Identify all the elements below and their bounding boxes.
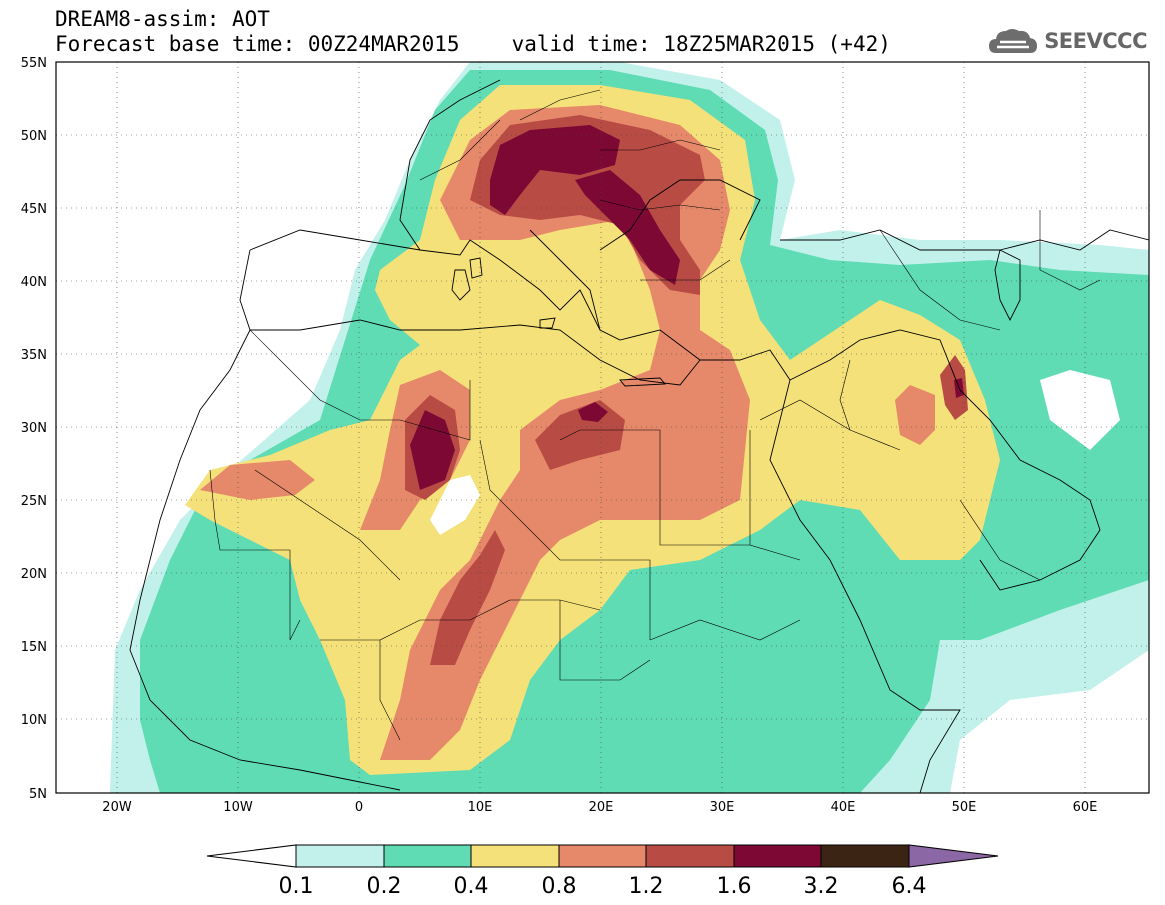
valid-time: valid time: 18Z25MAR2015 (+42) — [511, 32, 891, 56]
colorbar-label: 0.8 — [542, 874, 577, 899]
forecast-base-time: Forecast base time: 00Z24MAR2015 — [55, 32, 460, 56]
lon-label: 20W — [102, 800, 132, 815]
map-frame — [55, 61, 1150, 794]
lat-label: 15N — [21, 640, 47, 655]
lon-label: 60E — [1073, 800, 1098, 815]
lat-label: 50N — [21, 129, 47, 144]
colorbar-label: 0.1 — [279, 874, 314, 899]
graticule — [56, 62, 1149, 793]
clear-patch — [1040, 370, 1120, 450]
colorbar-segment — [820, 844, 910, 868]
lon-label: 50E — [952, 800, 977, 815]
colorbar-label: 1.2 — [629, 874, 664, 899]
colorbar-label: 0.4 — [454, 874, 489, 899]
lat-label: 35N — [21, 348, 47, 363]
colorbar-segment — [470, 844, 560, 868]
lat-label: 40N — [21, 275, 47, 290]
aot-band-1-6 — [410, 410, 455, 490]
colorbar-segment — [908, 844, 999, 868]
colorbar-segment — [206, 844, 297, 868]
colorbar-segment — [733, 844, 822, 868]
aot-band-1-2 — [940, 355, 968, 420]
aot-field — [110, 62, 1149, 793]
lat-label: 45N — [21, 202, 47, 217]
colorbar-segment — [558, 844, 647, 868]
lon-label: 0 — [355, 800, 363, 815]
cloud-icon — [989, 29, 1038, 53]
clear-patch — [430, 475, 480, 535]
colorbar-segment — [295, 844, 385, 868]
lon-label: 10W — [223, 800, 253, 815]
lat-label: 20N — [21, 567, 47, 582]
coastlines — [129, 79, 1149, 793]
aot-band-1-6 — [578, 402, 608, 422]
colorbar-label: 0.2 — [367, 874, 402, 899]
lon-tick-labels: 20W 10W 0 10E 20E 30E 40E 50E 60E — [102, 800, 1097, 815]
lon-label: 40E — [831, 800, 856, 815]
colorbar: 0.1 0.2 0.4 0.8 1.2 1.6 3.2 6.4 — [206, 844, 999, 899]
aot-band-0-8 — [895, 385, 935, 445]
lon-label: 20E — [589, 800, 614, 815]
colorbar-label: 1.6 — [717, 874, 752, 899]
lat-label: 10N — [21, 713, 47, 728]
logo-text: SEEVCCC — [1044, 29, 1147, 53]
colorbar-segment — [383, 844, 472, 868]
aot-band-1-6 — [490, 125, 620, 215]
colorbar-segment — [645, 844, 735, 868]
lat-label: 55N — [21, 56, 47, 71]
aot-band-1-2 — [430, 530, 505, 665]
seevccc-logo: SEEVCCC — [988, 24, 1147, 58]
lat-label: 5N — [29, 787, 47, 802]
lat-label: 30N — [21, 421, 47, 436]
lat-label: 25N — [21, 494, 47, 509]
colorbar-label: 6.4 — [892, 874, 927, 899]
aot-band-1-6 — [575, 170, 680, 285]
lon-label: 30E — [710, 800, 735, 815]
map-title: DREAM8-assim: AOT — [55, 7, 270, 31]
lon-label: 10E — [468, 800, 493, 815]
lat-tick-labels: 55N 50N 45N 40N 35N 30N 25N 20N 15N 10N … — [21, 56, 47, 802]
borders — [209, 89, 1101, 741]
forecast-times: Forecast base time: 00Z24MAR2015 valid ti… — [55, 33, 891, 55]
colorbar-label: 3.2 — [804, 874, 839, 899]
aot-band-0-8 — [200, 460, 315, 500]
